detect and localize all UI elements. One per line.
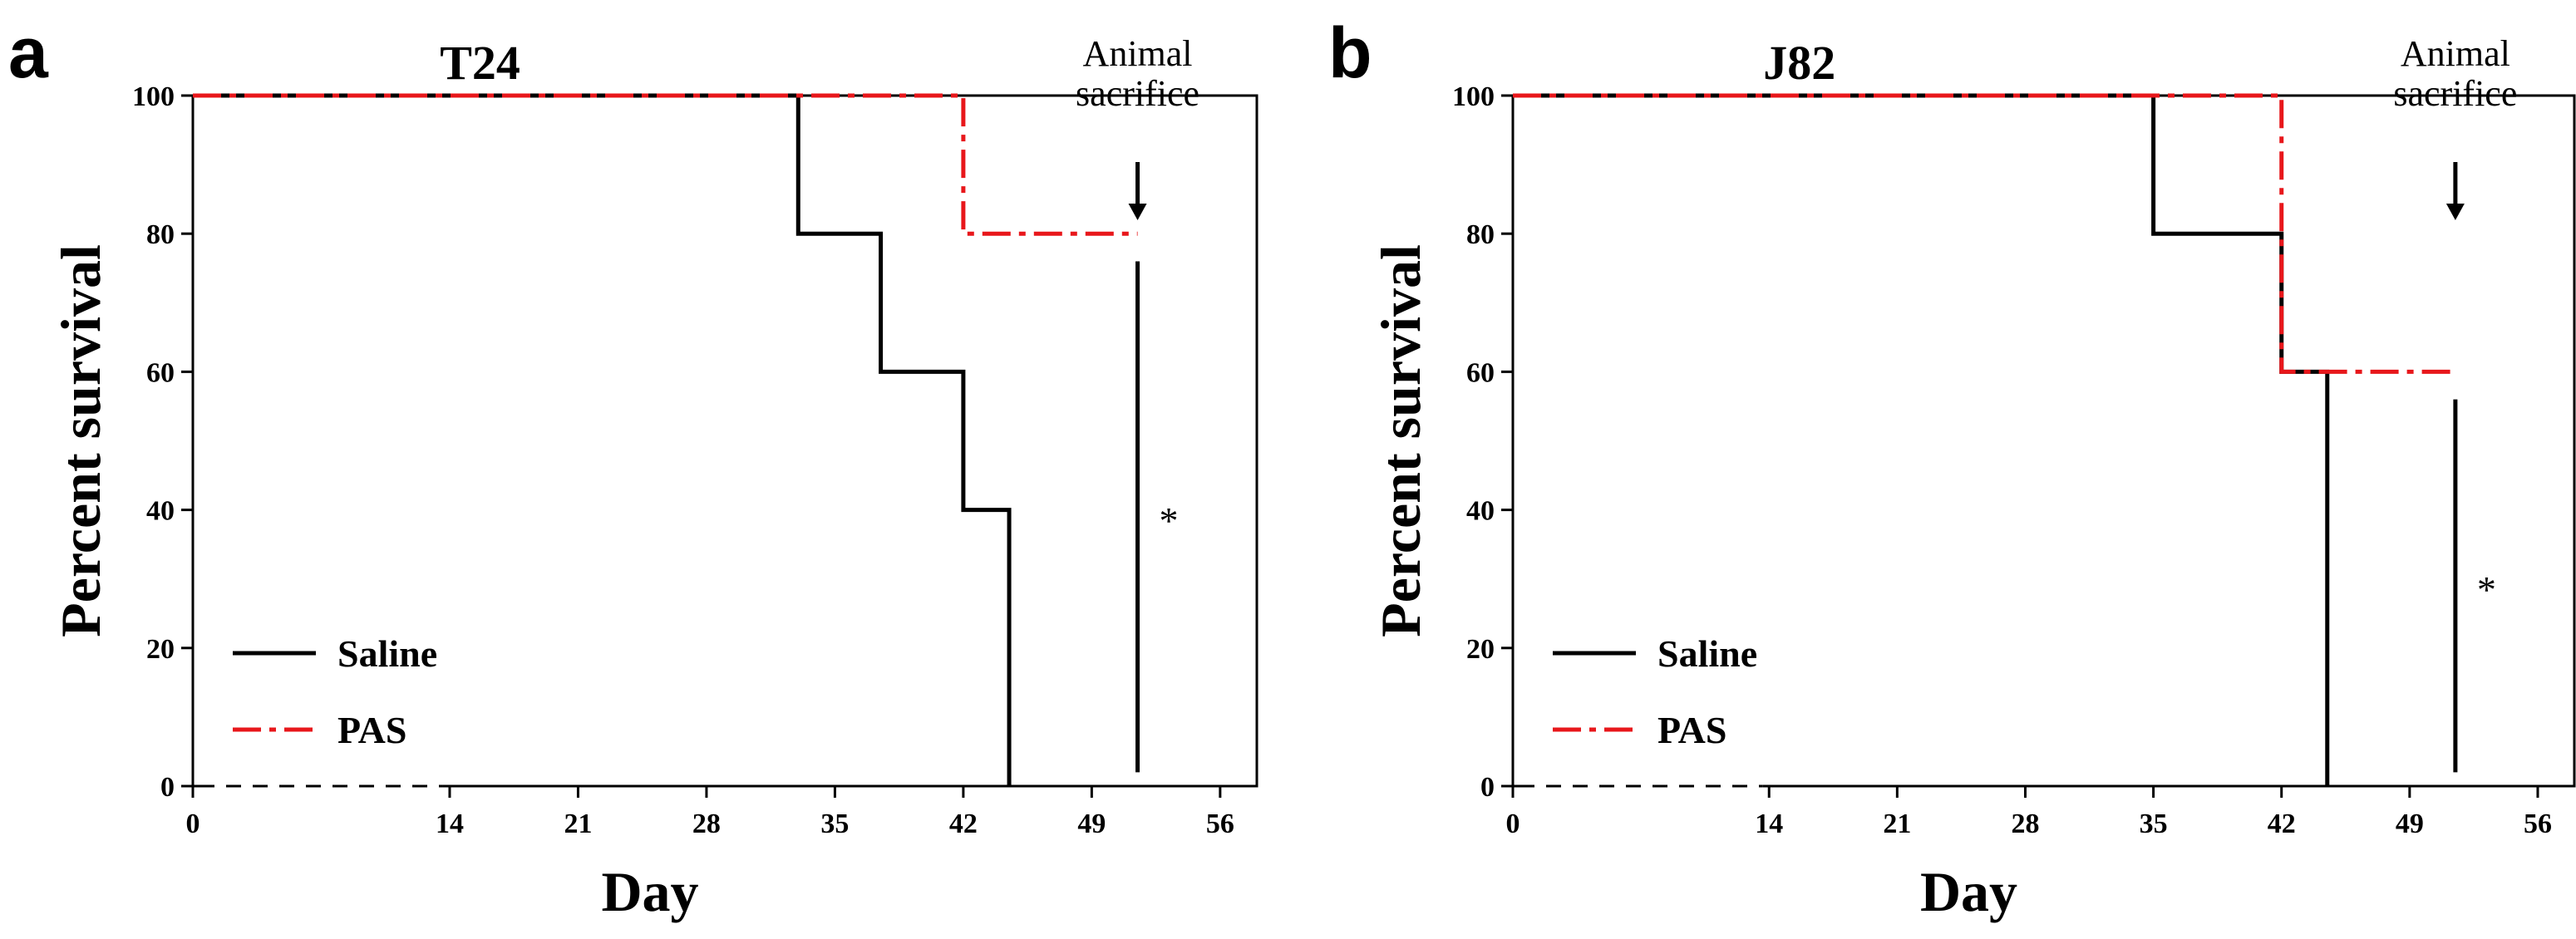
y-tick-label: 80: [1466, 219, 1495, 250]
x-tick-label: 49: [1077, 809, 1106, 839]
significance-star: *: [1160, 499, 1179, 542]
panel-b: b J82 0 20 40 60 80 100 0 14 21 28 35 42 49 56 Day Percen…: [1328, 13, 2576, 923]
y-tick-label: 80: [146, 219, 175, 250]
y-axis-title: Percent survival: [49, 244, 112, 637]
x-tick-label: 0: [186, 809, 200, 839]
x-tick-label: 21: [564, 809, 592, 839]
panel-a: a T24 0 20 40 60 80 100 0 14 21 28 35 42 49 56 Day Percen…: [8, 13, 1258, 923]
series-line-pas: [193, 93, 1138, 236]
panel-letter: a: [8, 13, 49, 93]
legend-label: Saline: [337, 632, 437, 675]
plot-frame: [1511, 94, 2576, 788]
y-tick-label: 20: [146, 634, 175, 665]
x-axis-title: Day: [601, 860, 698, 923]
y-tick-label: 100: [1452, 81, 1495, 112]
panel-letter: b: [1328, 13, 1372, 93]
x-tick-label: 35: [2140, 809, 2168, 839]
y-tick-label: 20: [1466, 634, 1495, 665]
annotation-text: sacrifice: [2393, 73, 2517, 114]
series-line-pas: [1513, 93, 2455, 374]
annotation-arrow-head: [2445, 204, 2465, 220]
panel-title: J82: [1763, 36, 1835, 90]
annotation-text: Animal: [1083, 33, 1193, 74]
y-tick-label: 60: [1466, 357, 1495, 388]
y-tick-label: 0: [1480, 772, 1495, 803]
plot-frame: [191, 94, 1258, 788]
x-tick-label: 56: [2524, 809, 2552, 839]
y-tick-label: 60: [146, 357, 175, 388]
legend-label: PAS: [337, 709, 407, 751]
legend-label: Saline: [1657, 632, 1757, 675]
y-axis-title: Percent survival: [1369, 244, 1432, 637]
x-tick-label: 56: [1206, 809, 1234, 839]
panel-title: T24: [440, 36, 520, 90]
y-tick-label: 40: [1466, 496, 1495, 527]
significance-star: *: [2477, 568, 2496, 611]
x-tick-label: 28: [692, 809, 721, 839]
x-tick-label: 0: [1506, 809, 1520, 839]
x-tick-label: 14: [436, 809, 464, 839]
y-tick-label: 100: [132, 81, 175, 112]
series-line-saline: [193, 93, 1012, 786]
y-tick-label: 0: [160, 772, 175, 803]
x-tick-label: 14: [1755, 809, 1783, 839]
y-tick-label: 40: [146, 496, 175, 527]
x-tick-label: 42: [2268, 809, 2296, 839]
x-tick-label: 35: [820, 809, 849, 839]
x-tick-label: 21: [1883, 809, 1911, 839]
annotation-arrow-head: [1128, 204, 1147, 220]
legend-label: PAS: [1657, 709, 1727, 751]
x-tick-label: 28: [2011, 809, 2039, 839]
series-line-saline: [1513, 93, 2330, 786]
x-axis-title: Day: [1920, 860, 2017, 923]
x-tick-label: 42: [949, 809, 978, 839]
annotation-text: Animal: [2401, 33, 2510, 74]
x-tick-label: 49: [2396, 809, 2424, 839]
annotation-text: sacrifice: [1076, 73, 1199, 114]
